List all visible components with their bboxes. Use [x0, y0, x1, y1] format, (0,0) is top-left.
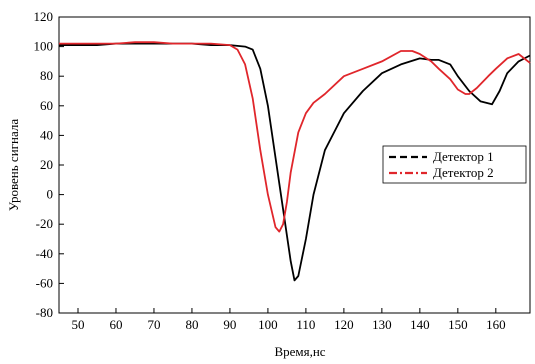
x-axis-title: Время,нс: [274, 344, 325, 359]
legend-box: [382, 145, 527, 184]
x-tick-label: 70: [147, 317, 160, 332]
series-group: [59, 41, 531, 282]
y-tick-label: -40: [36, 246, 53, 261]
y-tick-label: 0: [47, 187, 54, 202]
y-tick-label: 60: [40, 98, 53, 113]
x-tick-label: 160: [486, 317, 506, 332]
x-tick-label: 120: [334, 317, 354, 332]
y-tick-label: 40: [40, 127, 53, 142]
tick-group: 50 60 70 80 90 100 110 120 130 140 150 160 -80 -60 -40…: [34, 9, 506, 332]
y-tick-label: -80: [36, 305, 53, 320]
legend: Детектор 1 Детектор 2: [382, 145, 527, 184]
y-tick-label: 80: [40, 68, 53, 83]
y-tick-label: -20: [36, 216, 53, 231]
x-tick-label: 60: [109, 317, 122, 332]
legend-label-detector-1: Детектор 1: [433, 149, 494, 164]
series-line-detector-2: [59, 41, 531, 233]
x-tick-label: 90: [223, 317, 236, 332]
x-tick-label: 110: [296, 317, 315, 332]
x-tick-label: 100: [258, 317, 278, 332]
x-tick-label: 150: [448, 317, 468, 332]
x-tick-label: 80: [185, 317, 198, 332]
y-axis-title: Уровень сигнала: [6, 119, 21, 211]
y-tick-label: 120: [34, 9, 54, 24]
y-tick-label: -60: [36, 275, 53, 290]
legend-label-detector-2: Детектор 2: [433, 165, 494, 180]
y-tick-label: 100: [34, 39, 54, 54]
x-tick-label: 130: [372, 317, 392, 332]
x-tick-label: 50: [71, 317, 84, 332]
y-tick-label: 20: [40, 157, 53, 172]
x-tick-label: 140: [410, 317, 430, 332]
